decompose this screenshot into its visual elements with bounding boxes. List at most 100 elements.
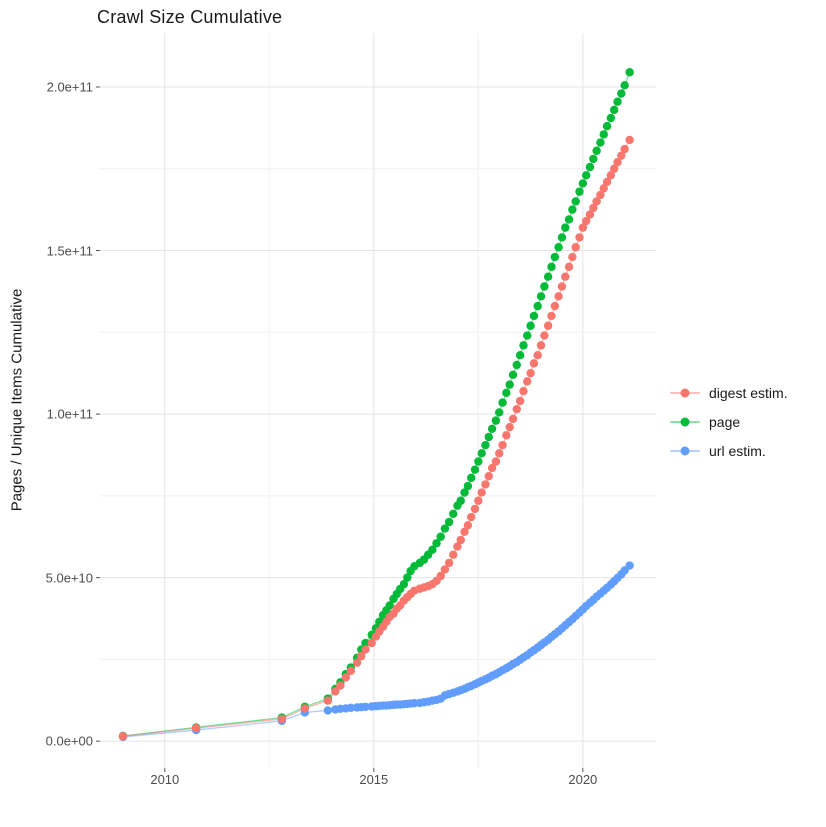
legend-item-digest-estim-: digest estim. bbox=[670, 378, 788, 407]
y-tick-label: 1.5e+11 bbox=[46, 243, 93, 259]
series-point-digest-estim- bbox=[495, 449, 504, 458]
series-point-digest-estim- bbox=[557, 282, 567, 291]
series-point-digest-estim- bbox=[540, 331, 549, 340]
series-point-page bbox=[564, 215, 574, 224]
series-point-digest-estim- bbox=[543, 321, 553, 330]
series-point-page bbox=[609, 105, 619, 115]
series-point-digest-estim- bbox=[470, 504, 480, 514]
series-point-digest-estim- bbox=[609, 164, 619, 173]
series-point-digest-estim- bbox=[331, 687, 340, 696]
series-point-digest-estim- bbox=[491, 457, 501, 466]
series-point-digest-estim- bbox=[341, 673, 351, 682]
series-point-page bbox=[491, 416, 501, 425]
legend-item-url-estim-: url estim. bbox=[670, 436, 788, 465]
series-point-digest-estim- bbox=[191, 723, 201, 733]
series-point-digest-estim- bbox=[519, 386, 528, 396]
series-point-digest-estim- bbox=[336, 681, 345, 690]
series-point-digest-estim- bbox=[440, 565, 450, 574]
series-point-digest-estim- bbox=[498, 440, 507, 450]
series-point-page bbox=[449, 509, 458, 519]
series-point-digest-estim- bbox=[613, 158, 622, 167]
series-point-page bbox=[526, 321, 535, 330]
series-point-digest-estim- bbox=[460, 527, 469, 537]
series-point-page bbox=[436, 532, 445, 541]
series-point-page bbox=[460, 488, 469, 497]
series-point-page bbox=[515, 350, 525, 360]
series-point-page bbox=[512, 360, 521, 370]
series-point-page bbox=[456, 496, 465, 505]
series-point-page bbox=[561, 223, 570, 232]
series-point-digest-estim- bbox=[444, 558, 454, 568]
series-point-digest-estim- bbox=[596, 190, 605, 200]
series-point-page bbox=[536, 292, 546, 301]
series-point-page bbox=[487, 424, 497, 433]
series-point-page bbox=[599, 130, 608, 139]
series-point-digest-estim- bbox=[487, 463, 497, 473]
y-tick-label: 1.0e+11 bbox=[46, 406, 93, 422]
series-point-digest-estim- bbox=[436, 571, 445, 581]
series-point-digest-estim- bbox=[481, 480, 490, 489]
series-point-page bbox=[361, 638, 370, 648]
series-point-digest-estim- bbox=[581, 216, 591, 226]
series-point-digest-estim- bbox=[456, 535, 465, 545]
legend-label: digest estim. bbox=[709, 384, 788, 401]
series-point-page bbox=[477, 449, 486, 458]
legend-item-page: page bbox=[670, 407, 788, 436]
series-point-digest-estim- bbox=[554, 292, 563, 301]
series-point-digest-estim- bbox=[620, 144, 629, 154]
series-point-page bbox=[613, 97, 622, 106]
y-tick-label: 2.0e+11 bbox=[46, 79, 93, 95]
series-point-page bbox=[440, 524, 450, 533]
series-point-digest-estim- bbox=[515, 396, 525, 406]
legend-key-dot bbox=[680, 388, 690, 397]
series-point-page bbox=[578, 179, 588, 188]
y-tick-label: 0.0e+00 bbox=[45, 733, 93, 749]
series-point-page bbox=[529, 311, 539, 321]
series-point-page bbox=[523, 331, 532, 340]
series-point-digest-estim- bbox=[602, 177, 612, 187]
series-point-digest-estim- bbox=[617, 151, 626, 160]
series-point-page bbox=[474, 457, 483, 466]
series-point-page bbox=[498, 398, 507, 407]
series-point-page bbox=[467, 473, 476, 483]
series-point-digest-estim- bbox=[484, 472, 493, 481]
series-point-digest-estim- bbox=[571, 243, 580, 252]
series-point-digest-estim- bbox=[505, 422, 514, 432]
x-tick-label: 2020 bbox=[568, 772, 598, 787]
series-point-page bbox=[602, 122, 612, 131]
series-point-digest-estim- bbox=[589, 203, 598, 213]
series-point-page bbox=[444, 517, 454, 527]
x-tick-label: 2010 bbox=[150, 772, 180, 787]
series-point-digest-estim- bbox=[547, 311, 556, 321]
series-point-page bbox=[484, 432, 493, 442]
series-point-page bbox=[540, 282, 549, 291]
series-point-digest-estim- bbox=[606, 171, 616, 180]
series-point-digest-estim- bbox=[561, 272, 570, 281]
series-point-digest-estim- bbox=[575, 233, 584, 242]
series-point-digest-estim- bbox=[477, 488, 486, 497]
series-point-page bbox=[403, 573, 412, 582]
series-point-digest-estim- bbox=[118, 732, 128, 741]
series-line-url-estim- bbox=[122, 565, 631, 738]
series-point-digest-estim- bbox=[361, 645, 370, 654]
legend-key-icon bbox=[670, 417, 700, 427]
series-point-digest-estim- bbox=[346, 666, 356, 676]
series-point-page bbox=[625, 68, 634, 77]
series-point-page bbox=[463, 481, 473, 491]
series-point-page bbox=[581, 171, 591, 180]
series-point-digest-estim- bbox=[300, 704, 310, 713]
series-point-page bbox=[495, 408, 504, 417]
series-point-digest-estim- bbox=[550, 301, 560, 311]
series-point-page bbox=[481, 440, 490, 450]
series-point-page bbox=[432, 539, 441, 548]
legend-label: url estim. bbox=[709, 442, 766, 459]
series-point-page bbox=[519, 341, 528, 350]
series-point-page bbox=[589, 154, 598, 164]
series-point-digest-estim- bbox=[449, 550, 458, 559]
series-point-digest-estim- bbox=[533, 350, 542, 360]
series-point-page bbox=[571, 197, 580, 206]
series-point-page bbox=[533, 301, 542, 311]
series-point-url-estim- bbox=[346, 703, 356, 713]
